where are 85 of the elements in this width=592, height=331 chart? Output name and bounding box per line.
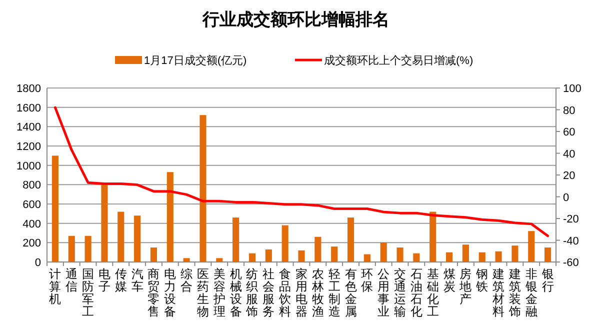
- x-tick-label: 美容护理: [212, 267, 226, 318]
- bar: [544, 248, 552, 262]
- bar: [232, 218, 240, 262]
- bar: [462, 244, 469, 262]
- x-tick-label: 建筑装饰: [508, 267, 521, 318]
- x-tick-label: 非银金融: [524, 267, 538, 318]
- y2-tick-label: -40: [563, 235, 579, 248]
- y2-tick-label: 60: [563, 126, 576, 138]
- y2-tick-label: 0: [563, 192, 570, 204]
- bar: [282, 225, 288, 262]
- x-tick-label: 房地产: [458, 267, 472, 306]
- y-tick-label: 400: [22, 218, 41, 230]
- x-tick-label: 医药生物: [196, 267, 209, 318]
- y-tick-label: 600: [22, 199, 41, 211]
- y2-tick-label: 100: [563, 83, 582, 95]
- bar: [495, 251, 502, 262]
- x-tick-label: 基础化工: [426, 267, 439, 318]
- bar: [478, 252, 486, 262]
- bar: [52, 156, 58, 262]
- y2-tick-label: -20: [563, 214, 579, 226]
- bar: [200, 115, 206, 262]
- bar: [265, 249, 272, 262]
- bar: [216, 258, 223, 262]
- bar: [248, 253, 256, 262]
- bar: [68, 236, 75, 262]
- bar: [528, 231, 535, 262]
- bar: [150, 248, 158, 262]
- x-tick-label: 电力设备: [164, 267, 176, 318]
- y2-tick-label: -60: [563, 257, 579, 269]
- x-tick-label: 食品饮料: [278, 267, 292, 318]
- x-tick-label: 电子: [98, 267, 110, 294]
- x-tick-label: 纺织服饰: [245, 267, 258, 318]
- y-tick-label: 1400: [16, 122, 41, 134]
- bar: [413, 253, 420, 262]
- y2-tick-label: 40: [563, 148, 576, 160]
- y-tick-label: 1800: [16, 83, 41, 95]
- bar: [331, 246, 338, 262]
- x-tick-label: 传媒: [114, 267, 127, 294]
- line-series: [54, 106, 550, 238]
- y2-tick-label: 80: [563, 104, 576, 117]
- y-tick-label: 1000: [16, 160, 41, 172]
- bar: [183, 258, 190, 262]
- x-tick-label: 计算机: [49, 267, 62, 306]
- x-tick-label: 通信: [66, 267, 78, 294]
- bar: [347, 218, 354, 262]
- bar: [396, 248, 404, 262]
- x-tick-label: 交通运输: [394, 267, 406, 318]
- x-tick-label: 公用事业: [378, 267, 390, 318]
- bar: [446, 252, 453, 262]
- bar: [101, 184, 108, 262]
- x-tick-label: 农林牧渔: [310, 267, 324, 318]
- x-tick-label: 钢铁: [475, 267, 488, 294]
- x-tick-label: 建筑材料: [492, 267, 505, 318]
- bar: [166, 172, 174, 262]
- x-tick-label: 汽车: [131, 267, 144, 294]
- x-tick-label: 商贸零售: [148, 267, 160, 318]
- y-tick-label: 800: [22, 180, 41, 192]
- chart-title: 行业成交额环比增幅排名: [202, 10, 390, 30]
- x-tick-label: 有色金属: [344, 267, 357, 318]
- bar: [134, 216, 141, 262]
- bar: [314, 236, 322, 262]
- x-tick-label: 石油石化: [410, 267, 422, 318]
- x-tick-label: 轻工制造: [328, 267, 340, 318]
- y-tick-label: 1600: [16, 102, 41, 114]
- y-tick-label: 1200: [16, 141, 41, 153]
- x-tick-label: 煤炭: [443, 267, 456, 294]
- x-tick-label: 国防军工: [82, 267, 94, 318]
- legend-label: 1月17日成交额(亿元): [144, 54, 247, 67]
- legend-label: 成交额环比上个交易日增减(%): [324, 54, 474, 67]
- y-tick-label: 0: [34, 257, 41, 269]
- x-tick-label: 银行: [540, 267, 554, 294]
- bar: [512, 246, 518, 262]
- bar: [298, 250, 305, 262]
- bar: [84, 236, 92, 262]
- x-tick-label: 环保: [361, 267, 374, 294]
- x-tick-label: 家用电器: [296, 267, 308, 318]
- y-tick-label: 200: [22, 238, 41, 250]
- bar: [430, 212, 436, 262]
- y2-tick-label: 20: [563, 170, 576, 182]
- bar: [118, 212, 124, 262]
- x-tick-label: 综合: [180, 267, 193, 294]
- x-tick-label: 社会服务: [262, 267, 275, 318]
- bar: [380, 242, 387, 262]
- x-tick-label: 机械设备: [230, 267, 242, 318]
- bar: [364, 254, 370, 262]
